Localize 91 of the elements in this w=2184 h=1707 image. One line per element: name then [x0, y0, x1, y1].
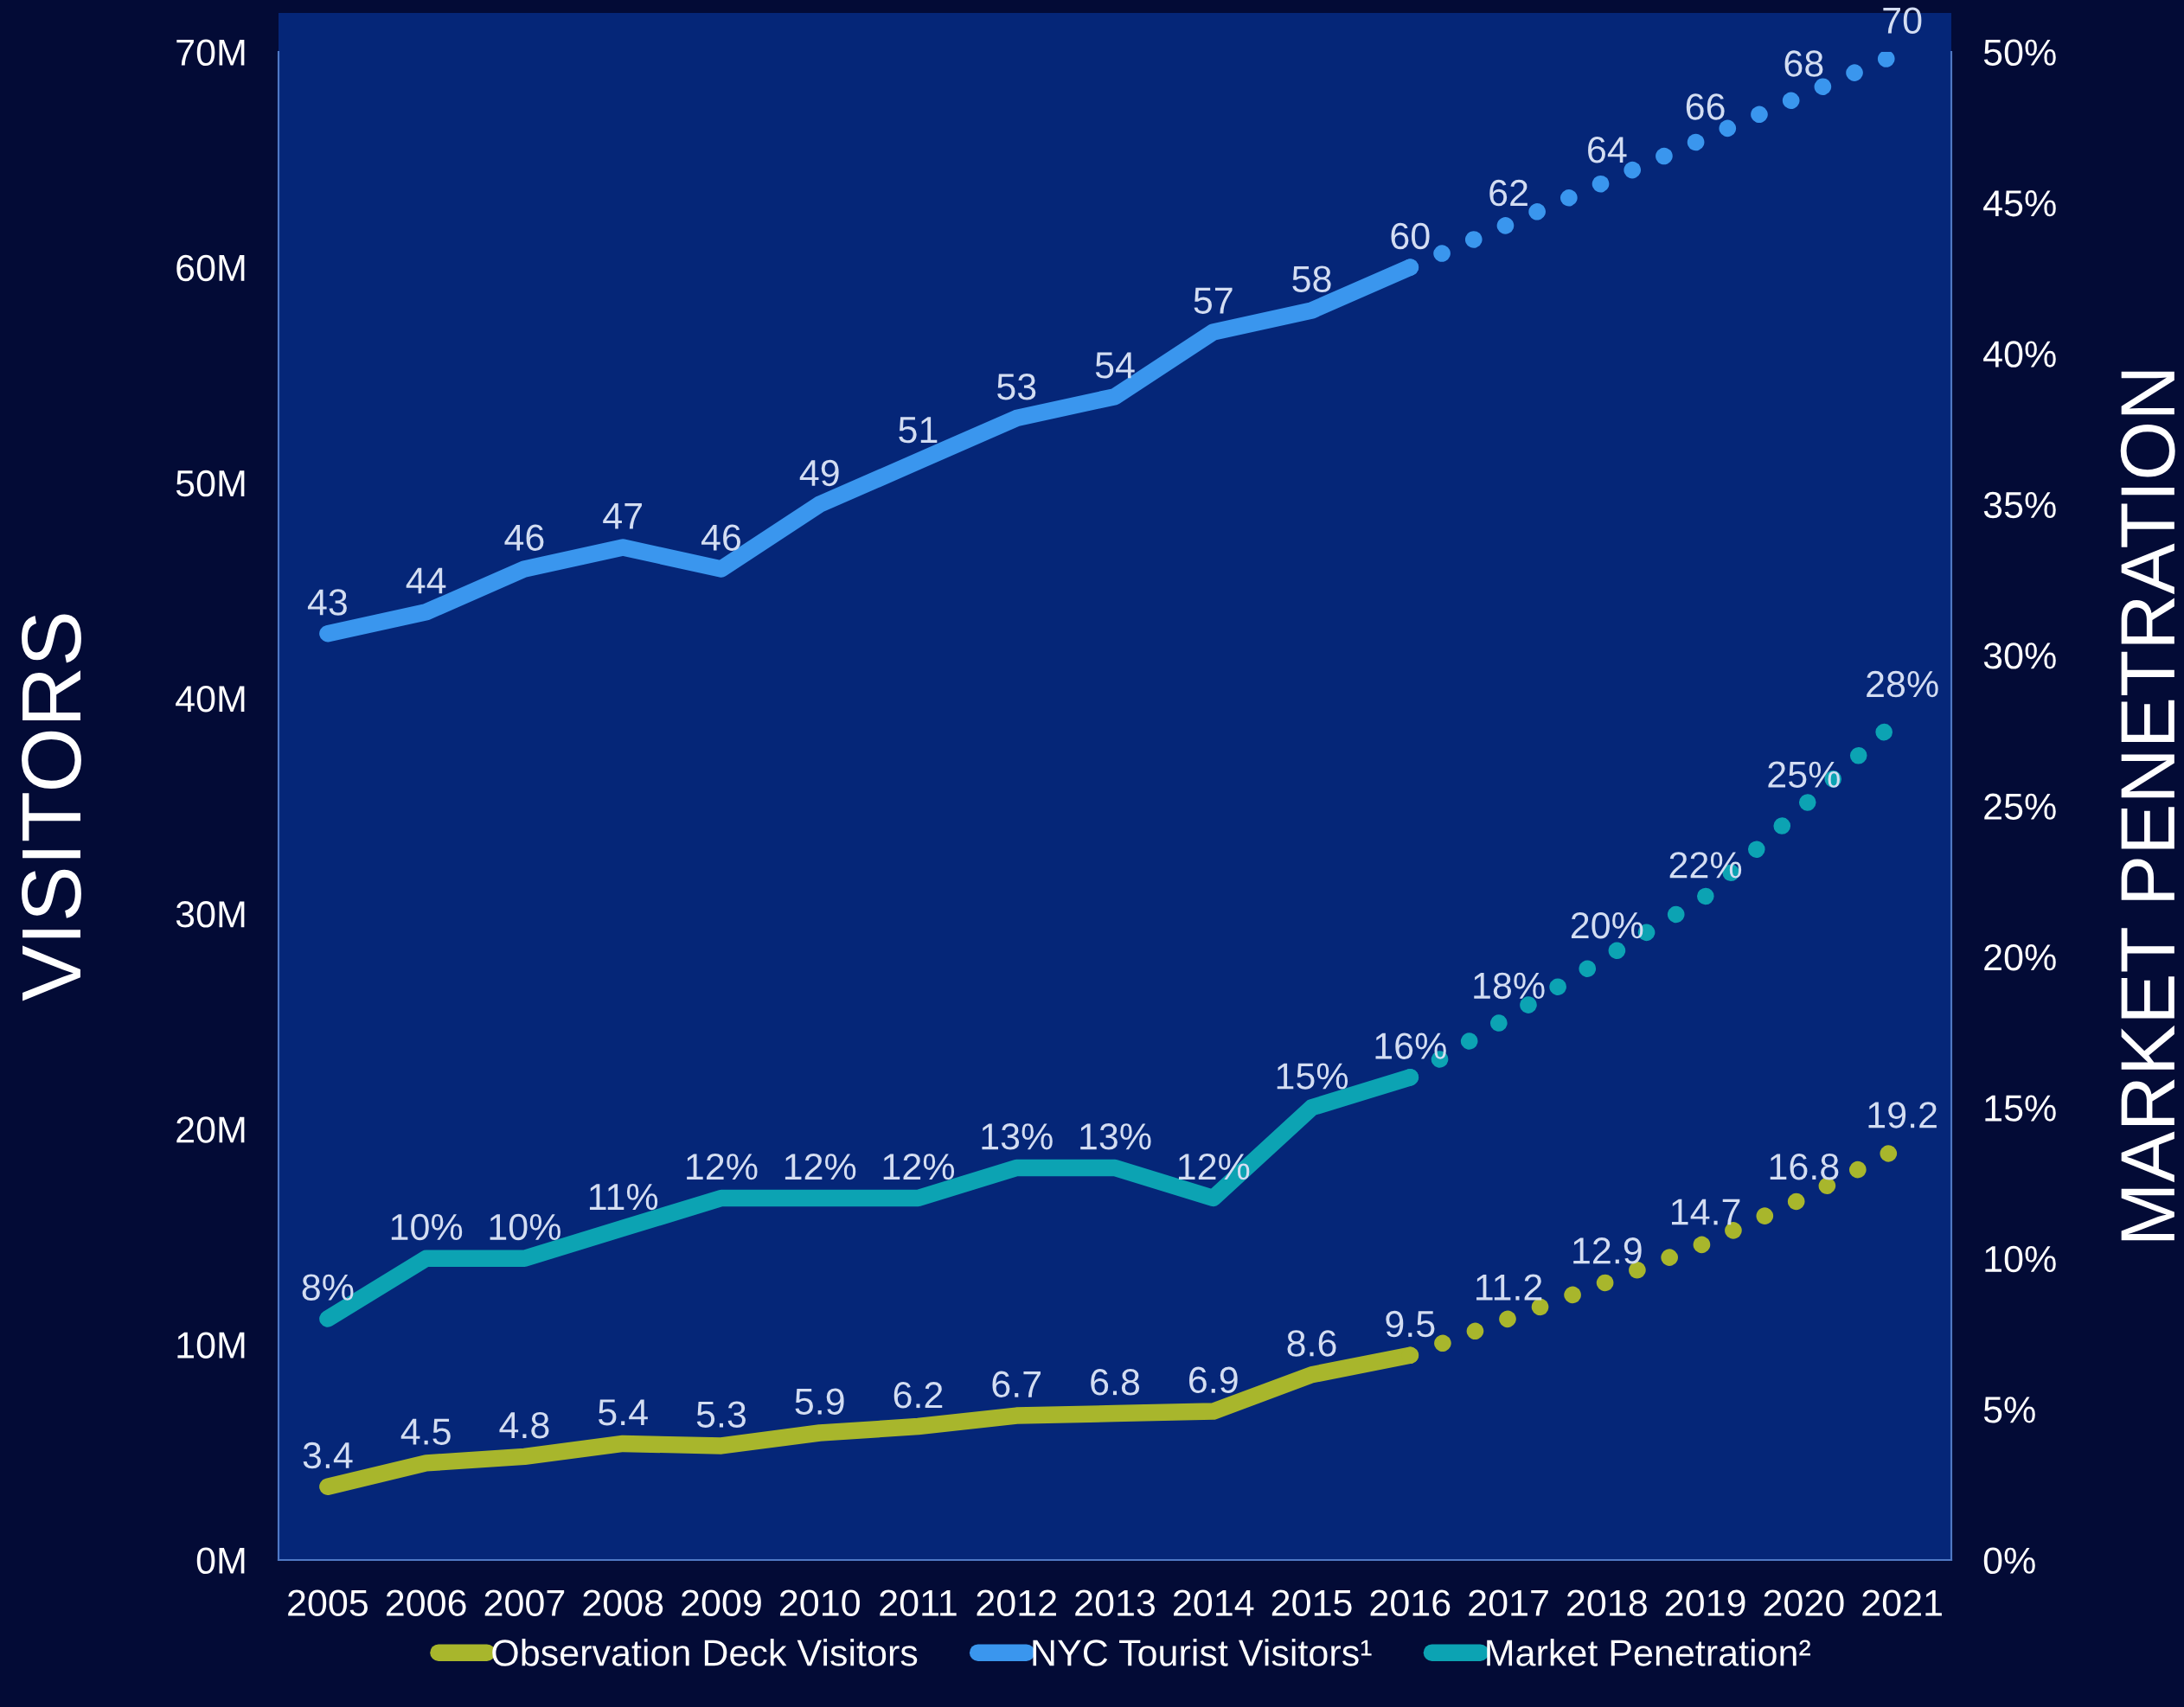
y-tick-label: 70M — [176, 39, 245, 67]
x-tick-label: 2013 — [1075, 1589, 1155, 1616]
y2-tick-label: 45% — [1983, 190, 2056, 217]
x-tick-label: 2010 — [779, 1589, 860, 1616]
data-label: 44 — [406, 567, 446, 594]
data-label: 70 — [1883, 7, 1922, 34]
data-label: 13% — [1080, 1123, 1151, 1150]
x-tick-label: 2015 — [1271, 1589, 1352, 1616]
data-label: 4.5 — [400, 1418, 451, 1445]
data-label: 18% — [1474, 972, 1545, 1000]
x-tick-label: 2009 — [682, 1589, 761, 1616]
data-label: 54 — [1095, 352, 1135, 379]
data-label: 53 — [997, 374, 1036, 400]
data-label: 47 — [603, 502, 642, 529]
data-label: 6.7 — [992, 1371, 1041, 1398]
data-label: 5.3 — [696, 1401, 746, 1428]
y-tick-label: 10M — [177, 1332, 245, 1359]
data-label: 16% — [1375, 1033, 1446, 1059]
x-tick-label: 2006 — [386, 1589, 466, 1616]
data-label: 66 — [1686, 93, 1725, 120]
x-tick-label: 2012 — [977, 1589, 1056, 1616]
data-label: 16.8 — [1770, 1153, 1839, 1180]
data-label: 51 — [899, 417, 938, 444]
data-label: 11% — [589, 1184, 658, 1211]
legend-label: Observation Deck Visitors — [492, 1639, 918, 1666]
x-tick-label: 2016 — [1370, 1589, 1451, 1616]
y-tick-label: 0M — [196, 1547, 245, 1575]
x-tick-label: 2008 — [583, 1589, 663, 1616]
x-tick-label: 2017 — [1469, 1589, 1548, 1616]
y2-tick-label: 10% — [1985, 1245, 2056, 1273]
data-label: 43 — [307, 589, 347, 616]
y2-tick-label: 30% — [1983, 643, 2056, 669]
data-label: 13% — [982, 1123, 1053, 1150]
data-label: 9.5 — [1386, 1310, 1435, 1338]
y2-tick-label: 20% — [1984, 943, 2056, 971]
data-label: 25% — [1768, 761, 1840, 788]
x-tick-label: 2020 — [1764, 1589, 1844, 1616]
y-tick-label: 20M — [176, 1116, 245, 1143]
y2-tick-label: 35% — [1983, 491, 2056, 519]
y-tick-label: 40M — [176, 685, 245, 713]
data-label: 62 — [1489, 179, 1528, 207]
data-label: 22% — [1669, 852, 1742, 879]
y2-tick-label: 40% — [1983, 341, 2056, 368]
data-label: 20% — [1571, 911, 1643, 939]
y-tick-label: 30M — [176, 901, 245, 928]
data-label: 11.2 — [1476, 1274, 1542, 1301]
data-label: 12% — [785, 1153, 856, 1180]
data-label: 57 — [1194, 287, 1233, 314]
data-label: 6.9 — [1189, 1366, 1238, 1394]
data-label: 14.7 — [1671, 1199, 1740, 1225]
data-label: 49 — [799, 459, 839, 487]
y-axis-title: VISITORS — [22, 614, 81, 1001]
legend-label: Market Penetration² — [1487, 1639, 1810, 1666]
data-label: 46 — [504, 524, 544, 551]
data-label: 3.4 — [303, 1442, 353, 1469]
y-tick-label: 50M — [176, 470, 245, 497]
y2-tick-label: 25% — [1984, 793, 2056, 821]
data-label: 12% — [883, 1153, 955, 1180]
data-label: 12% — [687, 1153, 758, 1180]
data-label: 15% — [1277, 1063, 1348, 1090]
y2-tick-label: 0% — [1983, 1547, 2035, 1575]
legend-label: NYC Tourist Visitors¹ — [1033, 1639, 1372, 1666]
data-label: 6.2 — [893, 1382, 943, 1409]
x-tick-label: 2005 — [288, 1589, 368, 1616]
x-tick-label: 2014 — [1174, 1589, 1254, 1616]
data-label: 64 — [1588, 136, 1627, 163]
x-tick-label: 2007 — [484, 1589, 565, 1616]
y-tick-label: 60M — [176, 254, 245, 282]
y2-tick-label: 5% — [1983, 1397, 2035, 1423]
data-label: 68 — [1784, 50, 1823, 77]
data-label: 10% — [391, 1213, 463, 1241]
data-label: 12.9 — [1573, 1237, 1642, 1264]
data-label: 60 — [1391, 222, 1430, 250]
data-label: 46 — [701, 524, 740, 551]
data-label: 5.4 — [598, 1399, 648, 1426]
x-tick-label: 2021 — [1862, 1589, 1942, 1616]
y2-tick-label: 50% — [1983, 39, 2056, 67]
x-tick-label: 2019 — [1665, 1589, 1745, 1616]
y2-axis-title: MARKET PENETRATION — [2120, 371, 2175, 1241]
data-label: 10% — [490, 1213, 560, 1241]
y2-tick-label: 15% — [1985, 1095, 2056, 1122]
data-label: 19.2 — [1868, 1102, 1937, 1128]
x-tick-label: 2011 — [880, 1589, 957, 1616]
data-label: 4.8 — [499, 1411, 549, 1439]
data-label: 5.9 — [795, 1388, 844, 1415]
data-label: 6.8 — [1091, 1369, 1140, 1396]
data-label: 58 — [1292, 265, 1331, 292]
data-label: 28% — [1867, 670, 1938, 698]
x-tick-label: 2018 — [1567, 1589, 1647, 1616]
data-label: 8.6 — [1287, 1330, 1336, 1357]
data-label: 8% — [302, 1274, 354, 1301]
